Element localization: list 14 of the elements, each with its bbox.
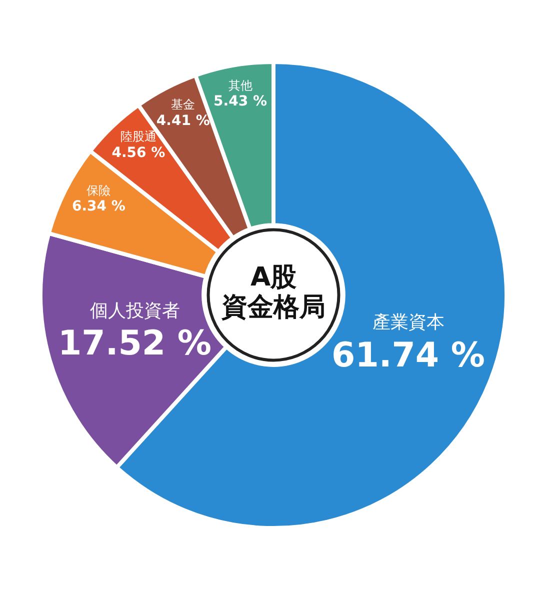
- text: A股: [250, 262, 298, 293]
- data-label: 4.56 %: [112, 144, 166, 161]
- slice-label: 個人投資者: [90, 300, 180, 322]
- text: 資金格局: [220, 292, 326, 323]
- slice-label: 基金: [171, 98, 196, 112]
- slice-label: 陸股通: [120, 130, 156, 144]
- slice-label: 產業資本: [372, 312, 444, 334]
- slice-label: 其他: [228, 78, 252, 92]
- data-label: 17.52 %: [58, 324, 212, 364]
- data-label: 6.34 %: [72, 198, 126, 215]
- data-label: 61.74 %: [332, 336, 485, 376]
- data-label: 4.41 %: [156, 112, 210, 129]
- slice-label: 保險: [86, 183, 111, 198]
- data-label: 5.43 %: [214, 94, 267, 110]
